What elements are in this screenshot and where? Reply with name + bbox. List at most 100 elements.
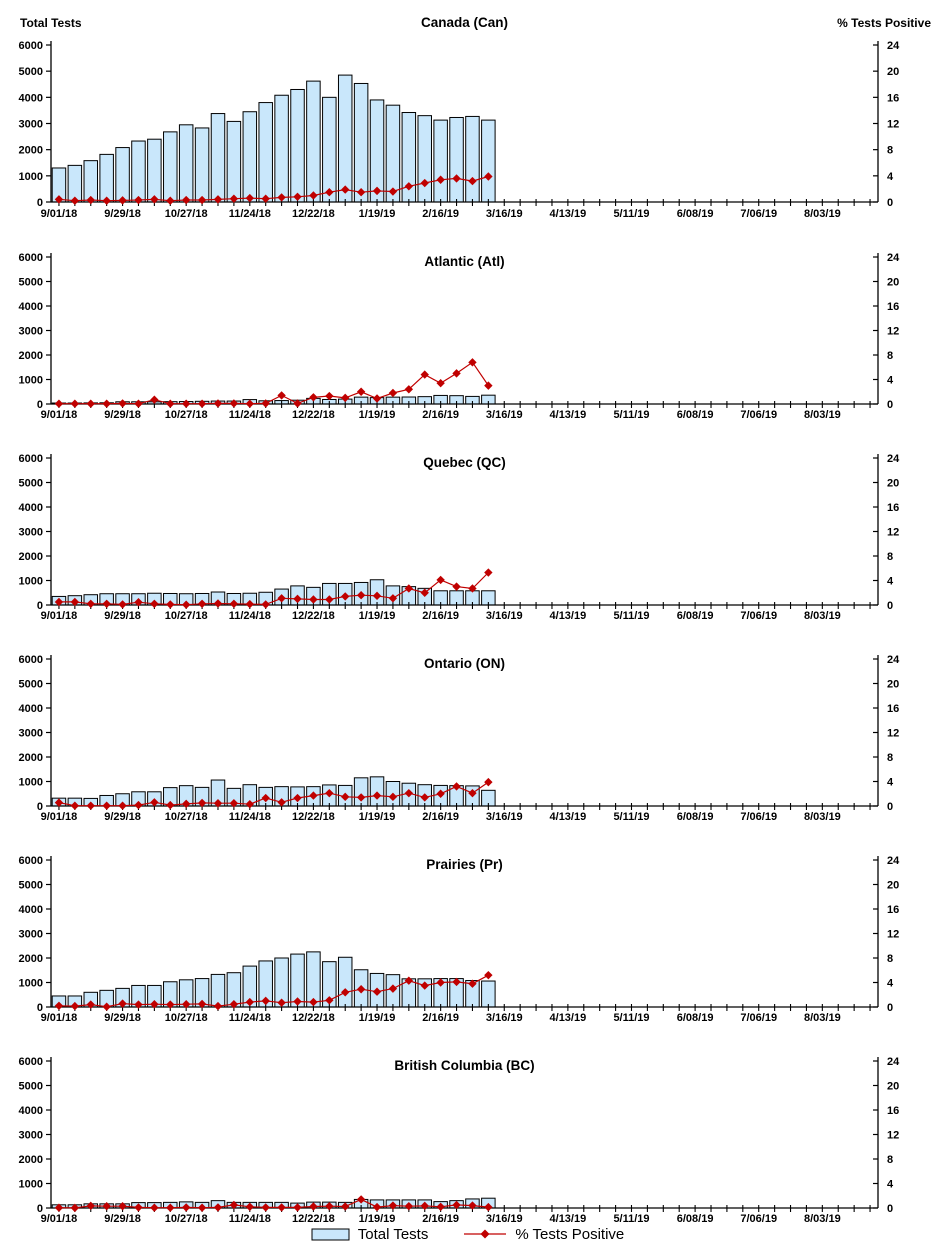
left-axis-tick-label: 6000 (19, 1056, 43, 1068)
x-axis-tick-label: 12/22/18 (292, 409, 335, 421)
pct-positive-marker-week-1 (54, 195, 64, 204)
x-axis-tick-label: 8/03/19 (804, 1213, 841, 1225)
x-axis-tick-label: 5/11/19 (613, 811, 649, 823)
x-axis-tick-label: 2/16/19 (422, 1012, 459, 1024)
right-axis-tick-label: 12 (887, 929, 899, 941)
pct-positive-marker-week-9 (181, 600, 191, 609)
pct-positive-line (58, 781, 489, 807)
x-axis-tick-label: 8/03/19 (804, 1012, 841, 1024)
pct-positive-marker-week-18 (325, 187, 334, 197)
pct-positive-marker-week-22 (388, 187, 398, 196)
right-axis-tick-label: 0 (887, 801, 893, 813)
bar-week-20 (353, 777, 369, 807)
x-axis-tick-label: 10/27/18 (165, 1213, 208, 1225)
bar-week-6 (131, 140, 146, 203)
pct-positive-marker-week-19 (341, 792, 350, 802)
bar-week-17 (306, 80, 321, 203)
x-axis-tick-label: 7/06/19 (740, 1012, 777, 1024)
chart-quebec: 0 1000 2000 3000 4000 5000 6000 0 4 8 12 16 20 24 9/01… (19, 453, 901, 622)
x-axis-tick-label: 7/06/19 (740, 1213, 777, 1225)
x-axis-tick-label: 2/16/19 (422, 1213, 459, 1225)
pct-positive-marker-week-24 (420, 178, 429, 188)
bar-week-18 (322, 96, 337, 203)
right-axis-tick-label: 0 (887, 600, 893, 612)
right-axis-tick-label: 8 (887, 1154, 893, 1166)
bar-week-3 (83, 160, 99, 203)
x-axis-tick-label: 3/16/19 (486, 610, 523, 622)
pct-positive-marker-week-26 (452, 174, 461, 183)
x-axis-tick-label: 5/11/19 (613, 610, 649, 622)
chart-title-british-columbia: British Columbia (BC) (394, 1058, 534, 1073)
left-axis-tick-label: 3000 (19, 728, 43, 740)
right-axis-tick-label: 24 (887, 654, 900, 666)
pct-positive-marker-week-17 (309, 191, 318, 200)
x-axis-tick-label: 7/06/19 (740, 610, 777, 622)
left-axis-tick-label: 2000 (19, 350, 43, 362)
left-axis-tick-label: 4000 (19, 703, 43, 715)
left-axis-tick-label: 6000 (19, 654, 43, 666)
chart-block-ontario: 0 1000 2000 3000 4000 5000 6000 0 4 8 12 16 20 24 9/01… (0, 639, 935, 840)
x-axis-tick-label: 7/06/19 (740, 409, 777, 421)
x-axis-tick-label: 11/24/18 (229, 409, 271, 421)
left-axis-tick-label: 5000 (19, 880, 43, 892)
x-axis-tick-label: 9/29/18 (104, 1213, 141, 1225)
left-axis-tick-label: 1000 (19, 1179, 43, 1191)
right-axis-tick-label: 12 (887, 527, 899, 539)
x-axis-tick-label: 12/22/18 (292, 1012, 335, 1024)
x-axis-tick-label: 10/27/18 (165, 409, 208, 421)
right-axis-tick-label: 16 (887, 1105, 899, 1117)
right-axis-tick-label: 4 (887, 978, 894, 990)
pct-positive-marker-week-22 (388, 388, 398, 398)
x-axis-tick-label: 8/03/19 (804, 409, 841, 421)
pct-positive-marker-week-23 (404, 385, 414, 394)
left-axis-tick-label: 5000 (19, 66, 43, 78)
left-axis-tick-label: 6000 (19, 252, 43, 264)
left-axis-tick-label: 1000 (19, 978, 43, 990)
pct-positive-marker-week-8 (166, 196, 175, 205)
pct-positive-marker-week-2 (70, 196, 80, 205)
right-axis-tick-label: 4 (887, 1179, 894, 1191)
x-axis-tick-label: 7/06/19 (740, 208, 777, 220)
pct-positive-marker-week-13 (245, 1202, 254, 1211)
left-axis-tick-label: 0 (37, 1203, 43, 1215)
pct-positive-marker-week-28 (484, 172, 493, 181)
left-axis-tick-label: 4000 (19, 1105, 43, 1117)
pct-positive-marker-week-16 (293, 399, 302, 408)
line-swatch-icon (464, 1229, 507, 1239)
pct-positive-marker-week-4 (102, 1201, 111, 1211)
left-axis-tick-label: 3000 (19, 527, 43, 539)
pct-positive-marker-week-7 (150, 395, 159, 404)
pct-positive-marker-week-27 (468, 176, 477, 186)
pct-positive-marker-week-2 (70, 597, 80, 607)
left-axis-tick-label: 6000 (19, 453, 43, 465)
left-axis-title: Total Tests (20, 16, 82, 30)
pct-positive-marker-week-5 (118, 1201, 127, 1211)
pct-positive-marker-week-14 (261, 996, 270, 1006)
x-axis-tick-label: 2/16/19 (422, 208, 459, 220)
x-axis-tick-label: 12/22/18 (292, 610, 335, 622)
x-axis-tick-label: 6/08/19 (677, 1213, 714, 1225)
pct-positive-marker-week-10 (197, 798, 207, 808)
x-axis-tick-label: 1/19/19 (359, 409, 396, 421)
bar-swatch-icon (311, 1228, 350, 1241)
chart-block-prairies: 0 1000 2000 3000 4000 5000 6000 0 4 8 12 16 20 24 9/01… (0, 840, 935, 1041)
pct-positive-marker-week-24 (420, 588, 429, 597)
pct-positive-marker-week-6 (134, 195, 143, 205)
x-axis-tick-label: 10/27/18 (165, 610, 208, 622)
right-axis-tick-label: 24 (887, 1056, 900, 1068)
right-axis-tick-label: 12 (887, 326, 899, 338)
pct-positive-marker-week-24 (420, 370, 429, 379)
pct-positive-marker-week-25 (436, 378, 445, 388)
pct-positive-marker-week-22 (388, 984, 398, 993)
bar-week-19 (337, 956, 353, 1008)
bar-week-4 (99, 153, 114, 203)
pct-positive-marker-week-18 (325, 1201, 334, 1211)
pct-positive-marker-week-3 (86, 195, 95, 205)
pct-positive-line (58, 175, 489, 202)
pct-positive-marker-week-20 (356, 387, 366, 396)
x-axis-tick-label: 8/03/19 (804, 610, 841, 622)
pct-positive-marker-week-28 (484, 970, 493, 980)
pct-positive-line (59, 572, 489, 606)
pct-positive-marker-week-21 (372, 591, 382, 601)
